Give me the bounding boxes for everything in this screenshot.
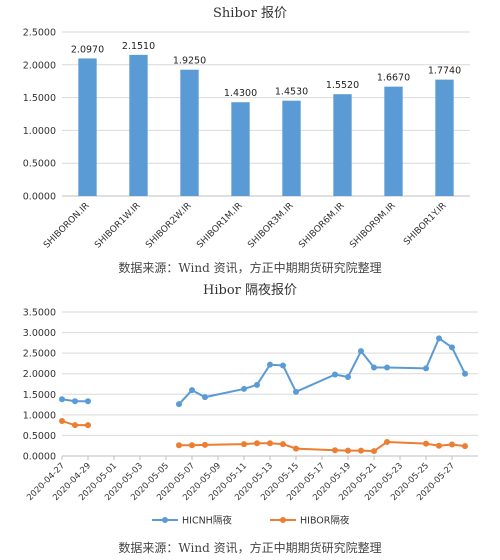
- data-point: [358, 348, 364, 355]
- bar-value-label: 2.0970: [71, 44, 104, 55]
- x-tick-label: SHIBOR2W.IR: [144, 201, 193, 250]
- data-point: [254, 440, 260, 447]
- x-tick-label: SHIBOR1Y.IR: [402, 201, 448, 247]
- x-tick-label: SHIBOR6M.IR: [297, 201, 346, 250]
- y-tick-label: 0.0000: [23, 452, 56, 463]
- bar: [282, 100, 301, 196]
- y-tick-label: 1.0000: [23, 410, 56, 421]
- data-point: [384, 439, 390, 446]
- x-tick-label: SHIBORON.IR: [42, 201, 92, 251]
- data-point: [72, 398, 78, 405]
- data-point: [384, 364, 390, 371]
- data-point: [254, 381, 260, 388]
- bar-value-label: 1.4530: [275, 87, 308, 98]
- data-point: [449, 441, 455, 448]
- data-point: [280, 441, 286, 448]
- hibor-source-note: 数据来源：Wind 资讯，方正中期期货研究院整理: [118, 541, 382, 555]
- data-point: [189, 442, 195, 449]
- bar-value-label: 1.6670: [377, 73, 410, 84]
- bar-value-label: 1.7740: [428, 66, 461, 77]
- data-point: [436, 335, 442, 342]
- data-point: [85, 422, 91, 429]
- shibor-source-note: 数据来源：Wind 资讯，方正中期期货研究院整理: [118, 261, 382, 275]
- hibor-chart-title: Hibor 隔夜报价: [203, 283, 297, 298]
- x-tick-label: SHIBOR1W.IR: [93, 201, 142, 250]
- bar: [435, 79, 454, 196]
- data-point: [267, 361, 273, 368]
- bar: [78, 58, 97, 196]
- bar: [231, 102, 250, 196]
- data-point: [423, 365, 429, 372]
- bar-value-label: 2.1510: [122, 41, 155, 52]
- bar: [129, 54, 148, 196]
- y-tick-label: 2.0000: [23, 60, 56, 71]
- legend-marker: [162, 517, 168, 523]
- y-tick-label: 0.5000: [23, 159, 56, 170]
- shibor-bar-chart: 0.0000 0.5000 1.0000 1.5000 2.0000 2.5000 2.09…: [23, 28, 470, 251]
- y-tick-label: 2.5000: [23, 28, 56, 39]
- data-point: [449, 344, 455, 351]
- data-point: [189, 387, 195, 394]
- y-tick-label: 1.5000: [23, 93, 56, 104]
- bar-value-label: 1.5520: [326, 80, 359, 91]
- y-tick-label: 2.5000: [23, 349, 56, 360]
- x-tick-label: SHIBOR9M.IR: [348, 201, 397, 250]
- data-point: [332, 371, 338, 378]
- bar-value-label: 1.9250: [173, 56, 206, 67]
- x-tick-label: SHIBOR1M.IR: [195, 201, 244, 250]
- data-point: [59, 396, 65, 403]
- legend-marker: [280, 517, 286, 523]
- legend-label: HICNH隔夜: [182, 515, 232, 527]
- data-point: [241, 385, 247, 392]
- bar: [384, 86, 403, 196]
- x-tick-label: SHIBOR3M.IR: [246, 201, 295, 250]
- data-point: [462, 370, 468, 377]
- y-tick-label: 1.0000: [23, 126, 56, 137]
- data-point: [267, 440, 273, 447]
- y-tick-label: 0.0000: [23, 192, 56, 203]
- data-point: [423, 440, 429, 447]
- y-tick-label: 0.5000: [23, 431, 56, 442]
- series-line: [179, 440, 466, 453]
- data-point: [202, 441, 208, 448]
- data-point: [293, 388, 299, 395]
- y-tick-label: 3.5000: [23, 308, 56, 319]
- data-point: [85, 398, 91, 405]
- data-point: [59, 418, 65, 425]
- y-tick-label: 2.0000: [23, 369, 56, 380]
- data-point: [332, 447, 338, 454]
- legend-label: HIBOR隔夜: [300, 515, 350, 527]
- y-tick-label: 1.5000: [23, 390, 56, 401]
- hibor-line-chart: 0.0000 0.5000 1.0000 1.5000 2.0000 2.5000 3.00…: [23, 308, 478, 527]
- data-point: [72, 422, 78, 429]
- data-point: [293, 445, 299, 452]
- data-point: [358, 447, 364, 454]
- data-point: [371, 364, 377, 371]
- data-point: [345, 374, 351, 381]
- data-point: [345, 447, 351, 454]
- data-point: [241, 441, 247, 448]
- shibor-chart-title: Shibor 报价: [213, 6, 287, 21]
- bar: [333, 94, 352, 196]
- data-point: [176, 401, 182, 408]
- data-point: [280, 362, 286, 369]
- data-point: [176, 442, 182, 449]
- bar-value-label: 1.4300: [224, 88, 257, 99]
- bar: [180, 69, 199, 196]
- data-point: [436, 442, 442, 449]
- data-point: [462, 443, 468, 450]
- data-point: [202, 394, 208, 401]
- data-point: [371, 448, 377, 455]
- y-tick-label: 3.0000: [23, 328, 56, 339]
